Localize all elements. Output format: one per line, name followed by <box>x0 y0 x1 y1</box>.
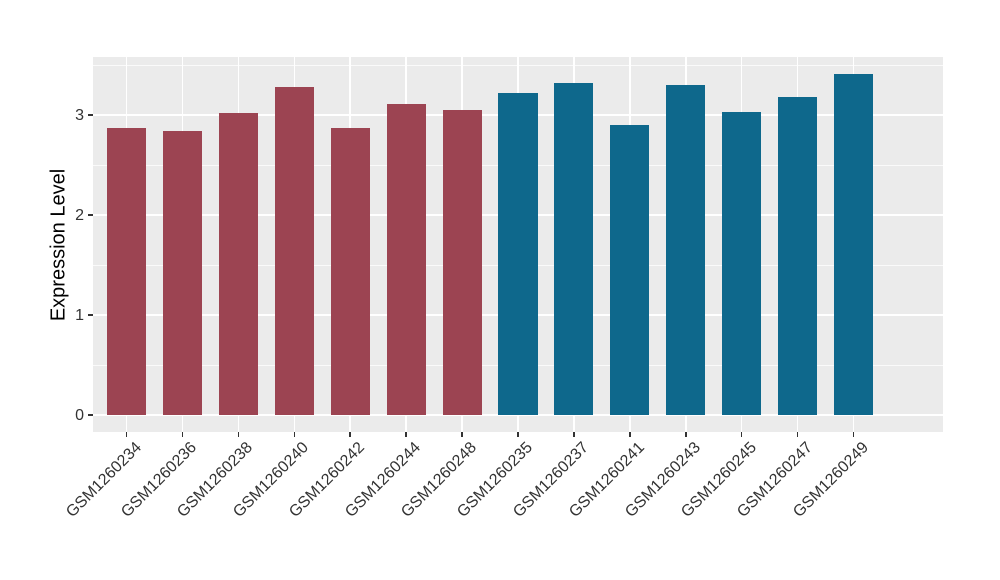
y-tick-mark <box>88 314 93 316</box>
bar-GSM1260237 <box>554 83 594 415</box>
bar-GSM1260248 <box>442 110 482 415</box>
x-tick-mark <box>685 432 687 437</box>
x-tick-mark <box>181 432 184 437</box>
bar-GSM1260245 <box>722 112 762 415</box>
y-tick-label: 1 <box>75 306 84 324</box>
bar-GSM1260241 <box>610 125 650 415</box>
plot-panel <box>93 57 943 432</box>
y-tick-mark <box>88 214 93 216</box>
bar-GSM1260249 <box>833 74 874 415</box>
x-tick-mark <box>796 432 799 437</box>
x-tick-mark <box>461 432 463 437</box>
y-axis-title: Expression Level <box>47 168 70 321</box>
bar-GSM1260247 <box>778 97 818 415</box>
x-tick-mark <box>125 432 128 437</box>
y-tick-mark <box>88 114 93 116</box>
x-tick-mark <box>293 432 296 437</box>
bar-GSM1260234 <box>106 128 147 415</box>
x-tick-mark <box>740 432 743 437</box>
y-tick-label: 3 <box>75 106 84 124</box>
bar-GSM1260244 <box>386 104 426 415</box>
x-tick-mark <box>405 432 407 437</box>
bar-GSM1260235 <box>498 93 538 415</box>
y-tick-mark <box>88 414 93 416</box>
y-tick-label: 0 <box>75 406 84 424</box>
y-tick-label: 2 <box>75 206 84 224</box>
bar-GSM1260240 <box>274 87 314 415</box>
bar-GSM1260243 <box>666 85 706 415</box>
x-tick-mark <box>237 432 240 437</box>
x-tick-mark <box>629 432 631 437</box>
bar-GSM1260238 <box>218 113 258 415</box>
x-tick-mark <box>852 432 855 437</box>
bar-GSM1260236 <box>162 131 203 415</box>
x-tick-mark <box>517 432 519 437</box>
bar-GSM1260242 <box>330 128 370 415</box>
x-tick-mark <box>349 432 351 437</box>
x-tick-mark <box>573 432 575 437</box>
